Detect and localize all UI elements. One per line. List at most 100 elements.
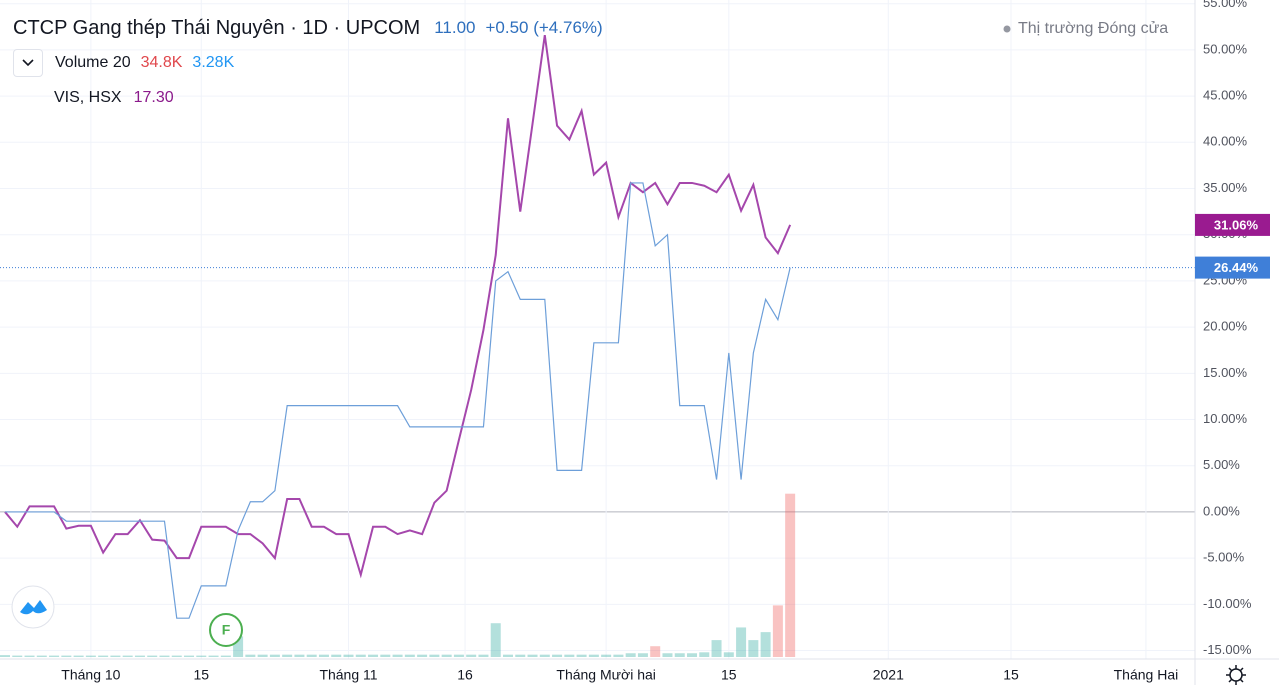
volume-bar [12,655,23,657]
volume-bar [294,654,305,657]
y-tick-label: 50.00% [1203,41,1248,56]
volume-bar [134,655,145,657]
volume-bar [282,654,293,657]
volume-bar [392,654,403,657]
volume-bar [588,654,599,657]
event-circle[interactable] [209,613,243,647]
plot [0,34,1195,619]
volume-bar [650,646,661,657]
price-tag [1195,213,1270,236]
volume-bar [576,654,587,657]
market-status: Thị trường Đóng cửa [1018,20,1168,37]
volume-bar [478,654,489,657]
volume-bar [380,654,391,657]
volume-bar [257,654,268,657]
price-change: +0.50 (+4.76%) [485,18,603,37]
volume-bar [306,654,317,657]
y-tick-label: 45.00% [1203,88,1248,103]
series-line [5,182,791,619]
volume-bar [760,632,771,657]
volume-bar [0,655,10,657]
chevron[interactable] [22,59,34,67]
volume-value: 34.8K [140,54,183,71]
y-tick-label: -5.00% [1203,550,1245,565]
axes: -15.00% -10.00% -5.00% 0.00% 5.00% 10.00% 15.0… [61,0,1270,683]
header-main: CTCP Gang thép Thái Nguyên · 1D · UPCOM … [13,14,603,42]
volume-bar [662,653,673,657]
logo[interactable] [11,585,55,629]
y-tick-label: -15.00% [1203,642,1252,657]
volume-name: Volume 20 [55,54,131,71]
x-tick-label: Tháng Mười hai [556,667,655,683]
price: 11.00 [434,18,476,37]
y-tick-label: 5.00% [1203,457,1240,472]
volume-bar [490,623,501,657]
volume-bar [601,654,612,657]
x-tick-label: 15 [1003,667,1019,683]
volume-bar [184,655,195,657]
settings-icon[interactable] [1226,665,1246,685]
header-compare: VIS, HSX 17.30 [54,84,174,112]
volume-bar [613,654,624,657]
y-tick-label: 40.00% [1203,134,1248,149]
price-tag-label: 31.06% [1214,217,1259,232]
x-tick-label: Tháng 10 [61,667,120,683]
gear[interactable] [1229,668,1243,682]
volume-bar [343,654,354,657]
event-label[interactable]: F [222,622,231,638]
volume-bar [208,655,219,657]
volume-bar [245,654,256,657]
series-line [4,34,792,579]
volume-bar [85,655,96,657]
volume-bar [564,654,575,657]
header-volume: Volume 20 34.8K 3.28K [13,49,234,77]
y-tick-label: 0.00% [1203,503,1240,518]
volume-bar [552,654,563,657]
volume-bar [674,653,685,657]
volume-bar [61,655,72,657]
volume-bar [404,654,415,657]
volume-bar [441,654,452,657]
x-tick-label: 2021 [873,667,904,683]
logo-icon[interactable] [20,600,47,615]
volume-bar [625,653,636,657]
x-tick-label: Tháng Hai [1114,667,1179,683]
volume-bar [687,653,698,657]
volume-bar [748,640,759,657]
volume-bar [269,654,280,657]
volume-bar [515,654,526,657]
compare-value: 17.30 [133,89,174,106]
volume-bar [527,654,538,657]
price-tag-label: 26.44% [1214,260,1259,275]
volume-bar [539,654,550,657]
volume-bar [772,605,783,657]
gear-teeth[interactable] [1226,665,1246,685]
volume-bar [502,654,513,657]
volume-bar [331,654,342,657]
status-dot [1003,25,1011,33]
collapse-button[interactable] [13,49,43,77]
volume-bar [36,655,47,657]
volume-bar [699,652,710,657]
y-tick-label: 55.00% [1203,0,1248,10]
volume-bar [110,655,121,657]
volume-bar [466,654,477,657]
y-tick-label: 20.00% [1203,319,1248,334]
event-marker[interactable]: F [209,613,243,647]
volume-bar [159,655,170,657]
volume-bar [785,493,796,657]
x-tick-label: Tháng 11 [319,667,377,683]
volume-bar [98,655,109,657]
volume-bar [429,654,440,657]
volume-bar [736,627,747,657]
y-tick-label: 15.00% [1203,365,1248,380]
volume-pane [0,493,796,657]
grid [0,0,1195,659]
volume-bar [171,655,182,657]
volume-bar [417,654,428,657]
volume-bar [711,640,722,657]
volume-bar [73,655,84,657]
volume-bar [122,655,133,657]
volume-bar [723,652,734,657]
